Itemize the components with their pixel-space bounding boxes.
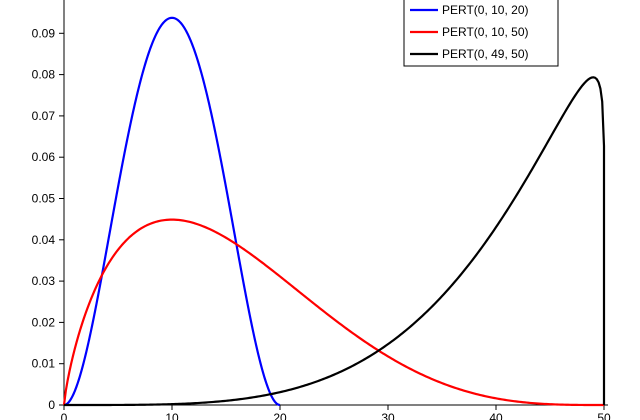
y-tick-label: 0.03 — [32, 274, 56, 288]
y-tick-label: 0.09 — [32, 26, 56, 40]
x-tick-label: 40 — [489, 411, 503, 420]
series-line-2 — [64, 76, 606, 407]
series-line-1 — [62, 218, 604, 407]
y-tick-label: 0.07 — [32, 109, 56, 123]
legend-label-0: PERT(0, 10, 20) — [442, 3, 528, 17]
axes: 0 0.01 0.02 0.03 0.04 0.05 0.06 0.07 0.08 0.09 0 10… — [32, 0, 611, 420]
legend-label-1: PERT(0, 10, 50) — [442, 25, 528, 39]
legend: PERT(0, 10, 20) PERT(0, 10, 50) PERT(0, 49… — [403, 0, 559, 67]
x-tick-label: 30 — [381, 411, 395, 420]
series-layer — [62, 16, 606, 407]
y-tick-label: 0.06 — [32, 150, 56, 164]
x-tick-label: 50 — [597, 411, 611, 420]
x-tick-label: 10 — [165, 411, 179, 420]
y-tick-label: 0.04 — [32, 233, 56, 247]
y-tick-label: 0.02 — [32, 315, 56, 329]
y-tick-label: 0.01 — [32, 357, 56, 371]
legend-label-2: PERT(0, 49, 50) — [442, 47, 528, 61]
x-tick-label: 20 — [273, 411, 287, 420]
y-tick-label: 0.05 — [32, 192, 56, 206]
y-tick-label: 0 — [48, 398, 55, 412]
y-tick-label: 0.08 — [32, 68, 56, 82]
series-line-0 — [63, 16, 281, 407]
x-tick-label: 0 — [61, 411, 68, 420]
